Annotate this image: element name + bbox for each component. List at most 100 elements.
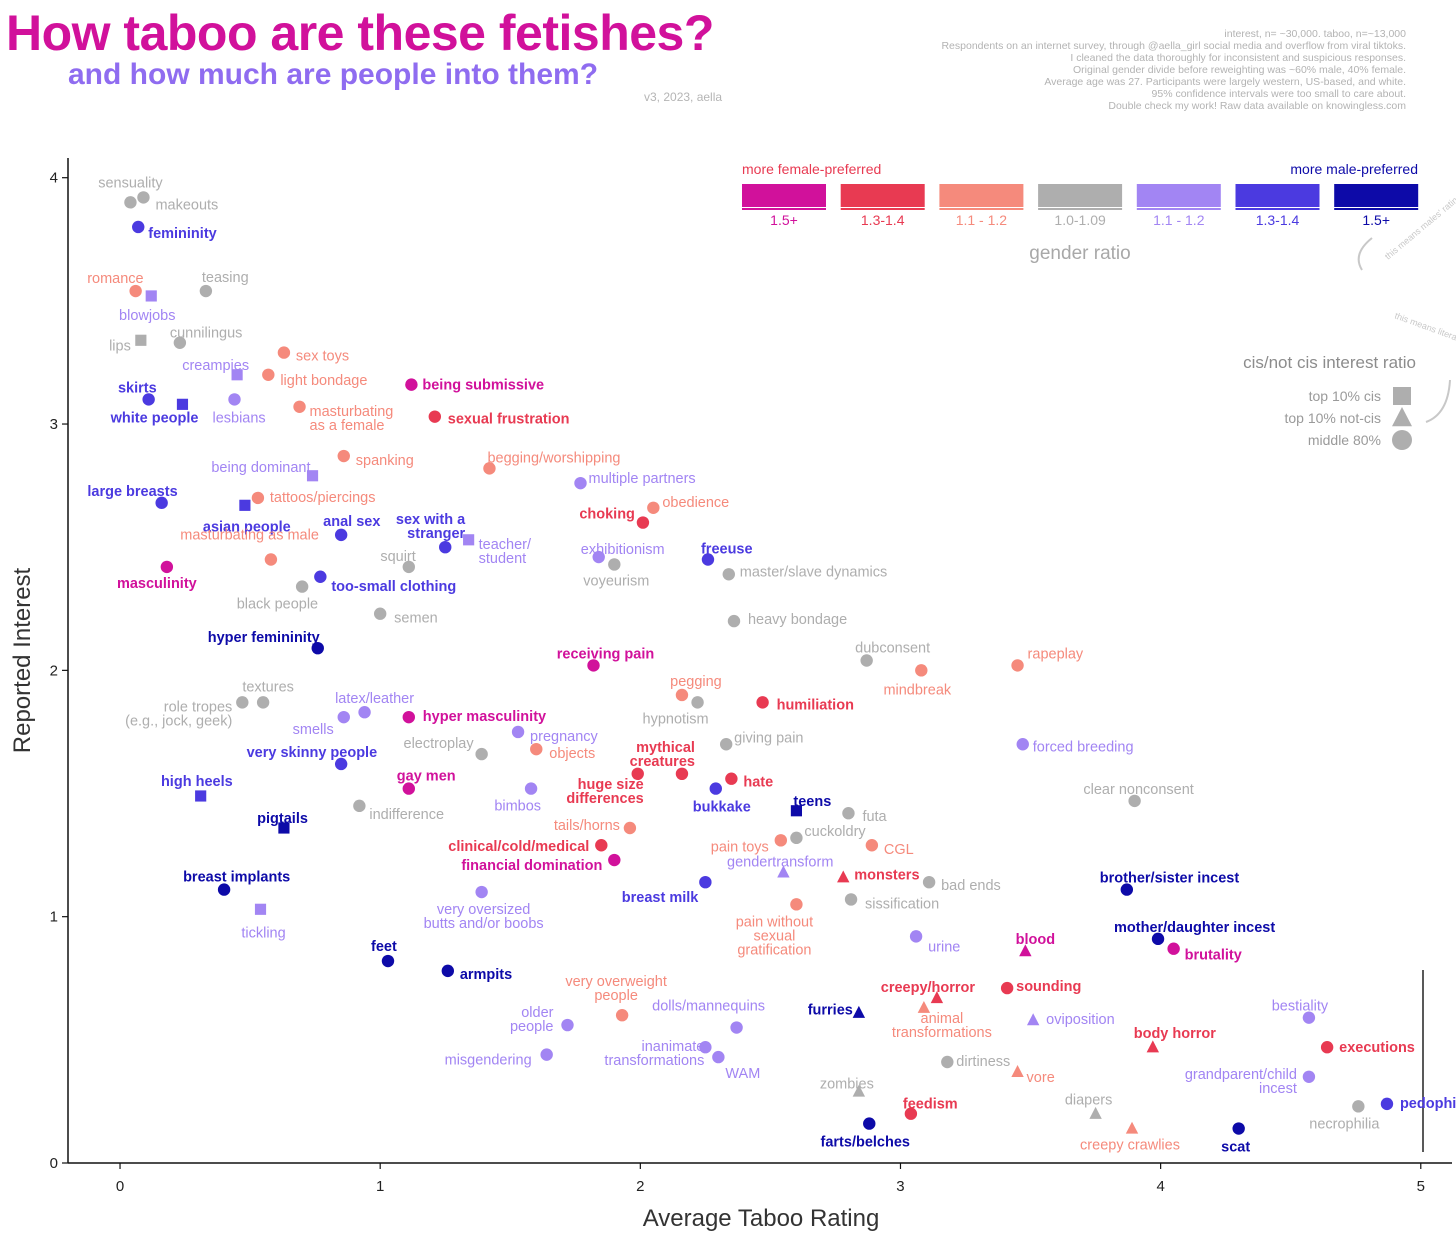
point-marker: [195, 790, 207, 802]
shape-legend-marker: [1392, 407, 1412, 427]
point-label: student: [479, 551, 527, 567]
point-marker: [124, 196, 137, 209]
point-label: bestiality: [1272, 999, 1329, 1015]
point-marker: [373, 607, 387, 620]
point-label: armpits: [460, 967, 512, 983]
point-marker: [1000, 981, 1014, 995]
point-marker: [722, 568, 735, 581]
note-line: Average age was 27. Participants were la…: [1044, 76, 1406, 88]
shape-legend-title: cis/not cis interest ratio: [1243, 353, 1416, 372]
point-marker: [137, 191, 150, 204]
shape-legend-label: top 10% cis: [1309, 388, 1381, 404]
point-label: spanking: [356, 453, 414, 469]
point-label: oviposition: [1046, 1012, 1115, 1028]
point-marker: [1302, 1070, 1316, 1083]
point-label: mindbreak: [883, 682, 951, 698]
point-label: butts and/or boobs: [424, 916, 544, 932]
point-marker: [217, 883, 231, 896]
point-label: receiving pain: [557, 646, 655, 662]
point-marker: [756, 696, 769, 709]
point-marker: [699, 875, 712, 889]
point-marker: [631, 767, 644, 781]
point-label: very oversized: [437, 902, 530, 918]
point-marker: [1019, 944, 1032, 957]
point-marker: [334, 757, 348, 771]
point-marker: [725, 772, 738, 785]
legend-bin-label: 1.1 - 1.2: [1153, 212, 1205, 228]
point-label: mother/daughter incest: [1114, 920, 1275, 936]
point-label: pregnancy: [530, 729, 598, 745]
point-label: scat: [1221, 1140, 1250, 1156]
point-label: master/slave dynamics: [740, 564, 887, 580]
point-label: forced breeding: [1033, 739, 1134, 755]
point-marker: [441, 964, 455, 978]
point-marker: [842, 807, 855, 820]
point-label: humiliation: [777, 697, 854, 713]
point-label: incest: [1259, 1081, 1297, 1097]
methodology-notes: interest, n= ~30,000. taboo, n=~13,000 R…: [941, 28, 1406, 112]
point-marker: [1146, 1040, 1160, 1053]
point-label: skirts: [118, 380, 157, 396]
point-marker: [145, 290, 157, 302]
x-tick-label: 5: [1417, 1178, 1425, 1195]
point-marker: [334, 528, 348, 542]
point-label: sex toys: [296, 349, 349, 365]
point-label: feedism: [903, 1097, 958, 1113]
point-label: older: [521, 1005, 553, 1021]
y-tick-label: 1: [50, 909, 58, 926]
point-label: CGL: [884, 842, 914, 858]
point-label: anal sex: [323, 514, 380, 530]
point-label: body horror: [1134, 1026, 1217, 1042]
point-marker: [311, 641, 324, 655]
point-marker: [860, 654, 873, 667]
legend-swatch: [1334, 184, 1419, 207]
point-label: pigtails: [257, 811, 308, 827]
point-marker: [1167, 942, 1180, 955]
point-label: cuckoldry: [804, 824, 866, 840]
point-label: blowjobs: [119, 308, 175, 324]
point-marker: [277, 346, 291, 359]
point-label: farts/belches: [821, 1135, 910, 1151]
point-label: breast implants: [183, 870, 290, 886]
shape-legend-marker: [1393, 387, 1411, 405]
point-marker: [930, 991, 944, 1004]
point-label: black people: [237, 597, 318, 613]
note-arrow: [1425, 379, 1451, 423]
point-label: semen: [394, 611, 438, 627]
point-marker: [524, 782, 538, 795]
point-marker: [608, 853, 621, 867]
point-label: freeuse: [701, 542, 753, 558]
point-marker: [1120, 883, 1134, 896]
point-marker: [278, 822, 290, 834]
point-label: as a female: [310, 418, 385, 434]
point-marker: [647, 501, 660, 514]
point-label: giving pain: [734, 730, 803, 746]
note-line: I cleaned the data thoroughly for incons…: [1070, 52, 1406, 64]
point-marker: [439, 540, 452, 554]
point-marker: [790, 805, 803, 817]
point-label: hate: [743, 775, 773, 791]
point-marker: [173, 336, 187, 349]
point-label: blood: [1016, 932, 1055, 948]
point-label: dirtiness: [956, 1054, 1010, 1070]
point-label: heavy bondage: [748, 612, 847, 628]
point-label: sexual frustration: [448, 412, 570, 428]
point-label: dubconsent: [855, 641, 930, 657]
point-marker: [709, 782, 722, 795]
point-marker: [941, 1055, 954, 1069]
point-marker: [904, 1107, 918, 1120]
point-label: lips: [109, 338, 131, 354]
point-label: inanimate: [641, 1039, 704, 1055]
note-line: 95% confidence intervals were too small …: [1151, 88, 1406, 100]
point-marker: [358, 706, 371, 719]
point-label: gratification: [737, 942, 811, 958]
point-label: pain toys: [711, 839, 769, 855]
shape-legend-label: top 10% not-cis: [1285, 410, 1382, 426]
legend-bin-label: 1.3-1.4: [861, 212, 905, 228]
point-marker: [236, 696, 249, 709]
point-label: very overweight: [565, 974, 667, 990]
point-marker: [852, 1084, 866, 1097]
legend-bin-label: 1.1 - 1.2: [956, 212, 1008, 228]
point-marker: [1128, 794, 1141, 808]
chart-credit: v3, 2023, aella: [644, 90, 723, 104]
